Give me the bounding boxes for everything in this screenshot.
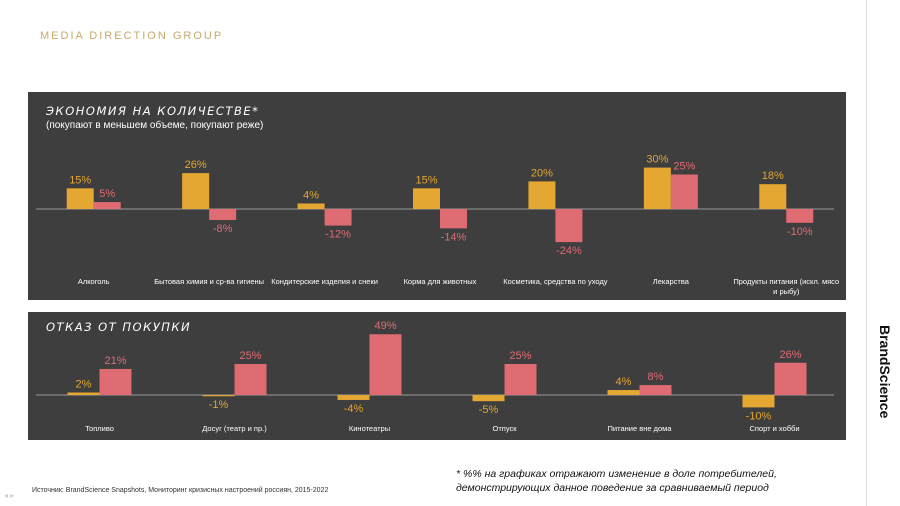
bar-series-a: [297, 203, 325, 209]
bar-series-b: [786, 209, 814, 223]
data-label: 30%: [646, 154, 668, 166]
category-label: Спорт и хобби: [749, 424, 799, 433]
data-label: 2%: [76, 379, 92, 391]
data-label: -10%: [746, 410, 772, 422]
footnote-line-1: * %% на графиках отражают изменение в до…: [456, 468, 777, 480]
data-label: -12%: [325, 229, 351, 241]
data-label: -5%: [479, 404, 499, 416]
economy-chart: 15% 5% Алкоголь 26% -8% Бытовая химия и ср-ва…: [36, 154, 839, 296]
data-label: 25%: [509, 350, 531, 362]
bar-series-a: [528, 181, 556, 209]
bar-series-a: [472, 395, 505, 402]
category-label: Косметика, средства по уходу: [503, 277, 608, 286]
slide-nav-icon[interactable]: ◂ ▸: [4, 491, 15, 500]
chart-title: ОТКАЗ ОТ ПОКУПКИ: [46, 320, 192, 334]
bar-series-a: [742, 395, 775, 408]
source-note: Источник: BrandScience Snapshots, Монито…: [32, 487, 329, 494]
data-label: -8%: [213, 223, 233, 235]
data-label: -14%: [441, 231, 467, 243]
bar-series-b: [555, 209, 583, 243]
data-label: 21%: [104, 355, 126, 367]
category-label: Алкоголь: [78, 277, 110, 286]
data-label: 5%: [99, 188, 115, 200]
bar-series-b: [369, 334, 402, 395]
refusal-chart: 2% 21% Топливо -1% 25% Досуг (театр и пр.) -4%…: [36, 320, 834, 433]
bar-series-a: [182, 173, 210, 209]
bar-series-b: [774, 362, 807, 395]
category-label: Лекарства: [653, 277, 690, 286]
category-label: Бытовая химия и ср-ва гигиены: [154, 277, 264, 286]
data-label: -4%: [344, 403, 364, 415]
data-label: 15%: [69, 174, 91, 186]
data-label: -10%: [787, 226, 813, 238]
bar-series-a: [643, 167, 671, 209]
bar-series-b: [234, 364, 267, 395]
category-label: и рыбу): [773, 287, 800, 296]
data-label: 8%: [648, 371, 664, 383]
divider-line: [866, 0, 867, 506]
footnote: * %% на графиках отражают изменение в до…: [456, 467, 777, 495]
bar-series-b: [324, 209, 352, 226]
data-label: 15%: [415, 174, 437, 186]
side-brand-logo: BrandScience: [877, 325, 893, 419]
data-label: 4%: [303, 189, 319, 201]
bar-series-a: [759, 184, 787, 209]
category-label: Кинотеатры: [349, 424, 390, 433]
bar-series-a: [67, 392, 100, 395]
data-label: 18%: [762, 170, 784, 182]
bar-series-b: [670, 174, 698, 209]
data-label: -24%: [556, 245, 582, 257]
data-label: 49%: [374, 320, 396, 332]
bar-series-a: [607, 390, 640, 395]
data-label: 20%: [531, 167, 553, 179]
chart-subtitle: (покупают в меньшем объеме, покупают реж…: [46, 120, 264, 131]
footnote-line-2: демонстрирующих данное поведение за срав…: [456, 482, 769, 494]
data-label: 26%: [779, 349, 801, 361]
bar-series-b: [504, 364, 537, 395]
bar-series-b: [440, 209, 467, 229]
bar-series-a: [337, 395, 370, 400]
chart-panel-economy: ЭКОНОМИЯ НА КОЛИЧЕСТВЕ* (покупают в мень…: [28, 92, 846, 300]
bar-series-a: [202, 395, 235, 397]
data-label: 25%: [239, 350, 261, 362]
bar-series-b: [639, 385, 672, 395]
chart-panel-refusal: ОТКАЗ ОТ ПОКУПКИ 2% 21% Топливо -1% 25% Досуг…: [28, 312, 846, 440]
category-label: Отпуск: [492, 424, 517, 433]
category-label: Топливо: [85, 424, 114, 433]
data-label: 25%: [673, 161, 695, 173]
bar-series-a: [66, 188, 94, 209]
category-label: Питание вне дома: [608, 424, 673, 433]
category-label: Досуг (театр и пр.): [202, 424, 267, 433]
data-label: 26%: [185, 159, 207, 171]
data-label: -1%: [209, 399, 229, 411]
bar-series-b: [209, 209, 237, 221]
category-label: Продукты питания (искл. мясо: [733, 277, 839, 286]
category-label: Кондитерские изделия и снеки: [271, 277, 378, 286]
bar-series-b: [93, 202, 121, 209]
chart-title: ЭКОНОМИЯ НА КОЛИЧЕСТВЕ*: [46, 104, 260, 118]
category-label: Корма для животных: [404, 277, 477, 286]
bar-series-a: [413, 188, 440, 209]
bar-series-b: [99, 368, 132, 395]
data-label: 4%: [616, 376, 632, 388]
brand-header: MEDIA DIRECTION GROUP: [40, 30, 224, 42]
